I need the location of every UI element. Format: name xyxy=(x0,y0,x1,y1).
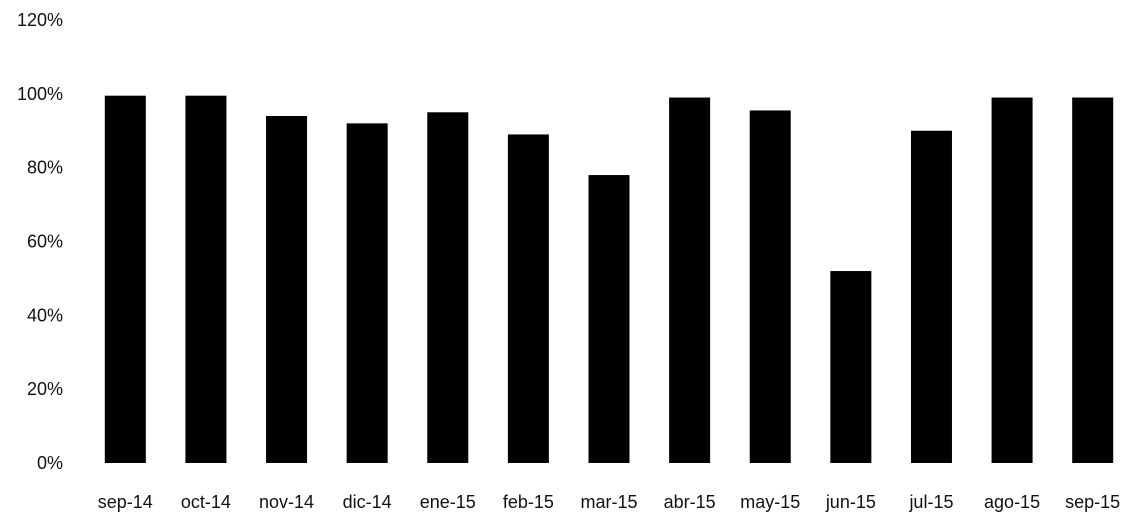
bar-feb-15 xyxy=(507,134,549,464)
y-tick-label: 60% xyxy=(27,232,63,252)
x-tick-label: sep-14 xyxy=(98,492,153,512)
bar-oct-14 xyxy=(185,95,227,463)
bar-ago-15 xyxy=(991,97,1033,464)
x-tick-label: abr-15 xyxy=(664,492,716,512)
x-axis: sep-14 oct-14 nov-14 dic-14 ene-15 feb-15 mar-… xyxy=(98,492,1120,512)
x-tick-label: jul-15 xyxy=(908,492,953,512)
x-tick-label: oct-14 xyxy=(181,492,231,512)
bar-abr-15 xyxy=(669,97,711,464)
y-tick-label: 120% xyxy=(17,10,63,30)
y-tick-label: 0% xyxy=(37,453,63,473)
x-tick-label: feb-15 xyxy=(503,492,554,512)
x-tick-label: sep-15 xyxy=(1065,492,1120,512)
bars xyxy=(104,95,1114,464)
bar-may-15 xyxy=(749,110,791,463)
bar-jun-15 xyxy=(830,271,872,463)
x-tick-label: jun-15 xyxy=(825,492,876,512)
x-tick-label: dic-14 xyxy=(343,492,392,512)
x-tick-label: mar-15 xyxy=(580,492,637,512)
y-tick-label: 80% xyxy=(27,158,63,178)
y-axis: 0% 20% 40% 60% 80% 100% 120% xyxy=(17,10,63,473)
bar-jul-15 xyxy=(910,130,952,463)
x-tick-label: ene-15 xyxy=(420,492,476,512)
y-tick-label: 40% xyxy=(27,305,63,325)
bar-sep-15 xyxy=(1072,97,1114,464)
x-tick-label: ago-15 xyxy=(984,492,1040,512)
bar-nov-14 xyxy=(266,115,308,463)
bar-sep-14 xyxy=(104,95,146,463)
y-tick-label: 100% xyxy=(17,84,63,104)
x-tick-label: nov-14 xyxy=(259,492,314,512)
x-tick-label: may-15 xyxy=(740,492,800,512)
bar-ene-15 xyxy=(427,112,469,464)
bar-mar-15 xyxy=(588,175,630,464)
bar-dic-14 xyxy=(346,123,388,463)
y-tick-label: 20% xyxy=(27,379,63,399)
